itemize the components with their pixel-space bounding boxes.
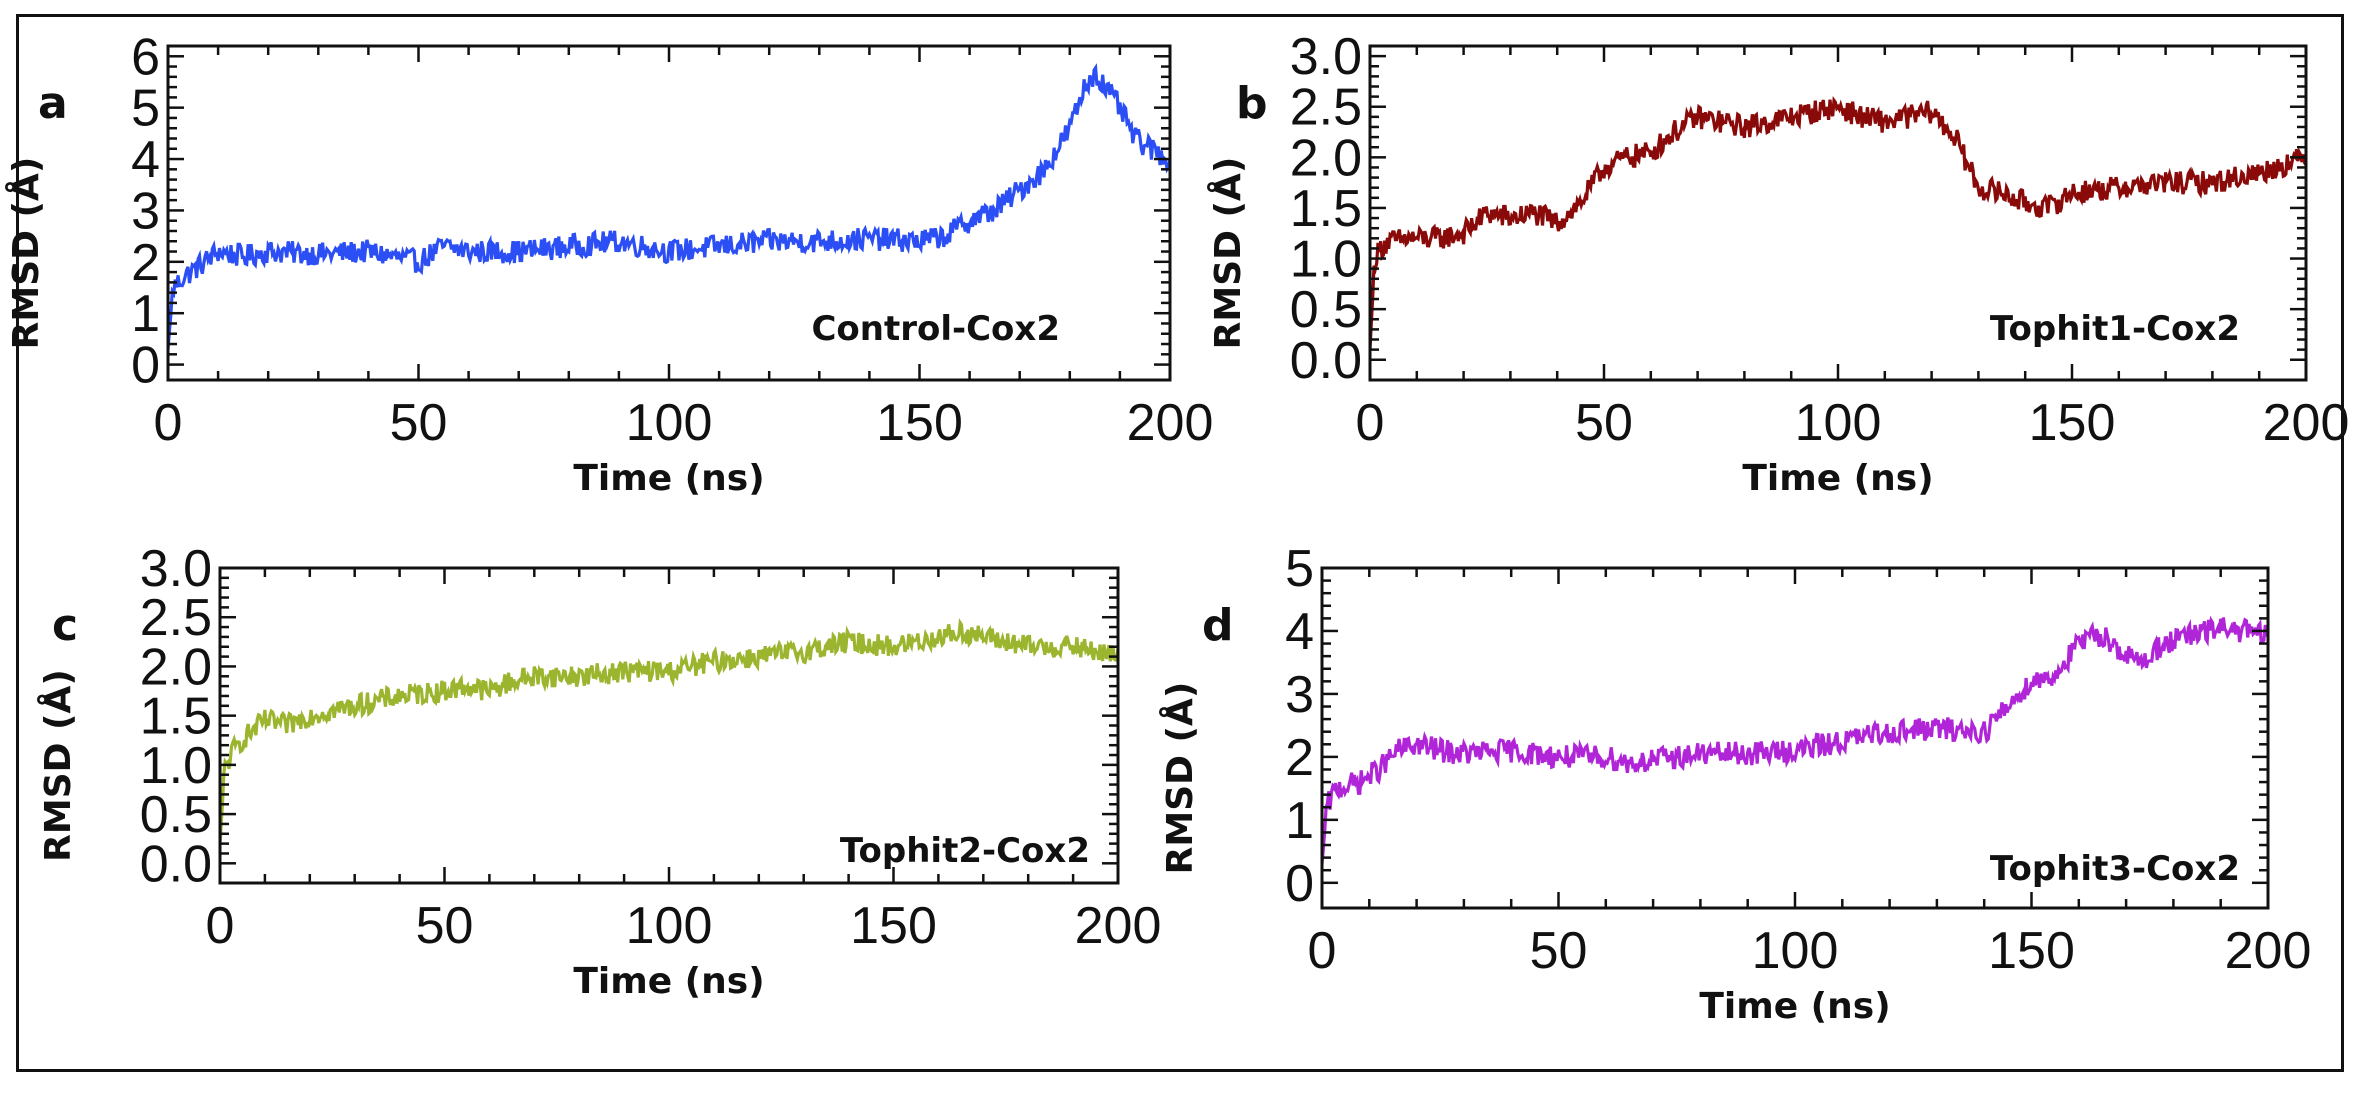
x-tick-label: 0	[1308, 922, 1337, 980]
y-tick-label: 4	[1285, 603, 1314, 661]
series-annotation: Tophit1-Cox2	[1990, 309, 2240, 349]
series-line-c	[220, 618, 1118, 844]
series-line-b	[1370, 95, 2306, 350]
panel-letter: b	[1236, 78, 1268, 129]
y-tick-label: 1.0	[140, 737, 212, 795]
panel-b: 0 50 100 150 200 0.00.51.01.52.02.53.0 Time (n…	[1207, 28, 2349, 499]
x-tick-label: 200	[2225, 922, 2312, 980]
y-tick-label: 0.0	[140, 835, 212, 893]
y-tick-label: 1	[1285, 792, 1314, 850]
y-tick-label: 1.5	[140, 688, 212, 746]
y-axis-title: RMSD (Å)	[1159, 682, 1201, 875]
x-tick-label: 0	[1356, 394, 1385, 452]
x-tick-label: 100	[626, 394, 713, 452]
x-axis-title: Time (ns)	[1699, 986, 1890, 1027]
x-tick-label: 100	[626, 897, 713, 955]
y-tick-label: 5	[1285, 540, 1314, 598]
x-tick-label: 0	[206, 897, 235, 955]
series-annotation: Control-Cox2	[811, 309, 1060, 349]
y-tick-label: 2.0	[1290, 129, 1362, 187]
y-tick-label: 0.0	[1290, 332, 1362, 390]
y-axis-title: RMSD (Å)	[1207, 157, 1249, 350]
x-axis-title: Time (ns)	[573, 458, 764, 499]
y-tick-label: 3	[131, 182, 160, 240]
y-tick-label: 5	[131, 80, 160, 138]
panel-letter: a	[38, 78, 68, 129]
y-tick-label: 6	[131, 28, 160, 86]
y-tick-label: 2.5	[140, 589, 212, 647]
series-annotation: Tophit3-Cox2	[1990, 849, 2240, 889]
y-tick-label: 2.5	[1290, 79, 1362, 137]
x-tick-label: 200	[1075, 897, 1162, 955]
y-tick-label: 0.5	[140, 786, 212, 844]
x-tick-label: 50	[1530, 922, 1588, 980]
x-tick-label: 50	[1575, 394, 1633, 452]
y-tick-label: 2	[131, 234, 160, 292]
y-tick-label: 4	[131, 131, 160, 189]
y-tick-label: 0	[131, 337, 160, 395]
panel-c: 0 50 100 150 200 0.00.51.01.52.02.53.0 Time (n…	[37, 540, 1161, 1002]
y-tick-label: 3	[1285, 666, 1314, 724]
y-tick-label: 2	[1285, 729, 1314, 787]
figure-frame	[16, 14, 2344, 1072]
x-tick-label: 150	[850, 897, 937, 955]
x-tick-label: 100	[1795, 394, 1882, 452]
x-axis-title: Time (ns)	[573, 961, 764, 1002]
y-tick-label: 0	[1285, 855, 1314, 913]
x-tick-label: 150	[2029, 394, 2116, 452]
y-tick-label: 2.0	[140, 638, 212, 696]
series-annotation: Tophit2-Cox2	[840, 831, 1090, 871]
y-axis-title: RMSD (Å)	[37, 669, 79, 862]
y-tick-label: 3.0	[140, 540, 212, 598]
series-line-a	[168, 63, 1170, 350]
y-tick-label: 0.5	[1290, 281, 1362, 339]
x-tick-label: 150	[876, 394, 963, 452]
y-axis-title: RMSD (Å)	[5, 157, 47, 350]
y-tick-label: 3.0	[1290, 28, 1362, 86]
panel-letter: d	[1202, 600, 1234, 651]
y-tick-label: 1.0	[1290, 231, 1362, 289]
x-tick-label: 100	[1752, 922, 1839, 980]
x-tick-label: 50	[390, 394, 448, 452]
x-tick-label: 50	[416, 897, 474, 955]
y-tick-label: 1	[131, 285, 160, 343]
x-tick-label: 150	[1988, 922, 2075, 980]
x-tick-label: 200	[1127, 394, 1214, 452]
x-axis-title: Time (ns)	[1742, 458, 1933, 499]
y-tick-label: 1.5	[1290, 180, 1362, 238]
panel-letter: c	[52, 600, 78, 651]
x-tick-label: 200	[2263, 394, 2350, 452]
series-line-d	[1322, 615, 2268, 865]
x-tick-label: 0	[154, 394, 183, 452]
